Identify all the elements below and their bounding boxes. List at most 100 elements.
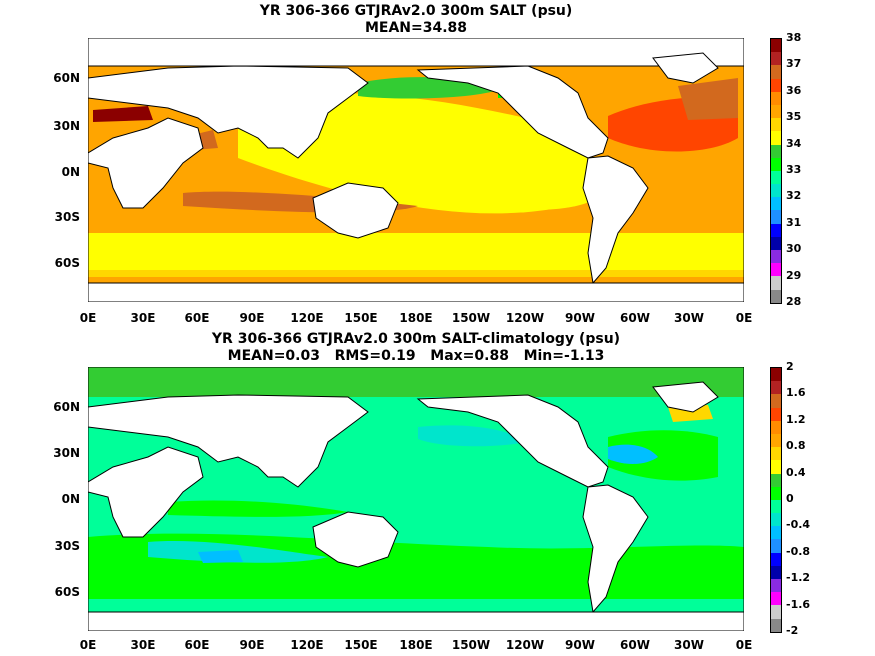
panel1-lat-0n: 0N — [61, 165, 80, 179]
panel1-lat-30s: 30S — [54, 210, 80, 224]
panel2-lon-label: 0E — [735, 638, 753, 652]
panel2-lon-label: 120E — [290, 638, 324, 652]
panel1-lon-label: 180E — [399, 311, 433, 325]
panel1-lat-60n: 60N — [53, 71, 80, 85]
antarctica — [88, 611, 744, 631]
africa — [88, 117, 204, 209]
colorbar-segment — [771, 552, 781, 566]
colorbar-segment — [771, 539, 781, 553]
panel1-lon-label: 90W — [565, 311, 595, 325]
colorbar-segment — [771, 276, 781, 290]
greenland — [652, 381, 719, 413]
colorbar-segment — [771, 513, 781, 527]
colorbar-label: -0.4 — [786, 518, 811, 532]
colorbar-label: -1.2 — [786, 571, 811, 585]
land — [88, 38, 744, 302]
indian-green — [168, 500, 348, 517]
panel2-lat-30s: 30S — [54, 539, 80, 553]
panel2-colorbar — [770, 367, 782, 633]
colorbar-segment — [771, 210, 781, 224]
colorbar-label: 33 — [786, 163, 802, 176]
colorbar-segment — [771, 144, 781, 158]
panel2-lon-label: 180E — [399, 638, 433, 652]
panel1-lon-label: 60E — [184, 311, 210, 325]
panel1-lon-label: 0E — [735, 311, 753, 325]
colorbar-label: 28 — [786, 295, 802, 308]
panel2-lat-60s: 60S — [54, 585, 80, 599]
colorbar-segment — [771, 157, 781, 171]
southern-yellow-band — [88, 233, 744, 270]
mediterranean-red — [93, 106, 153, 122]
panel1-lon-label: 120E — [290, 311, 324, 325]
arctic-green — [88, 367, 744, 397]
colorbar-label: -2 — [786, 624, 799, 637]
colorbar-label: 2 — [786, 360, 794, 373]
panel2-map-svg — [88, 367, 744, 631]
colorbar-segment — [771, 289, 781, 303]
panel1-subtitle: MEAN=34.88 — [364, 20, 468, 36]
colorbar-segment — [771, 592, 781, 606]
panel1-colorbar — [770, 38, 782, 304]
colorbar-label: 32 — [786, 189, 802, 203]
panel2-lon-label: 30E — [130, 638, 156, 652]
panel2-lon-label: 90E — [239, 638, 265, 652]
colorbar-segment — [771, 236, 781, 250]
colorbar-label: 38 — [786, 31, 802, 44]
panel2-lat-0n: 0N — [61, 492, 80, 506]
colorbar-label: 29 — [786, 268, 802, 282]
colorbar-label: 36 — [786, 83, 802, 97]
panel2-lat-60n: 60N — [53, 400, 80, 414]
panel1-map-svg — [88, 38, 744, 302]
panel1-lon-label: 150W — [451, 311, 491, 325]
colorbar-segment — [771, 250, 781, 264]
colorbar-label: 31 — [786, 215, 802, 229]
colorbar-segment — [771, 91, 781, 105]
greenland — [652, 52, 719, 84]
colorbar-segment — [771, 460, 781, 474]
land — [88, 381, 744, 631]
australia — [312, 511, 399, 568]
panel2-lon-label: 120W — [505, 638, 545, 652]
colorbar-label: 35 — [786, 110, 802, 124]
panel1-lon-label: 60W — [620, 311, 650, 325]
colorbar-label: 1.6 — [786, 386, 806, 400]
panel2-map — [88, 367, 744, 631]
colorbar-label: 30 — [786, 242, 802, 256]
colorbar-segment — [771, 579, 781, 593]
panel2-lat-30n: 30N — [53, 446, 80, 460]
panel1-lon-label: 90E — [239, 311, 265, 325]
africa — [88, 446, 204, 538]
north-atlantic-brown — [678, 78, 738, 120]
panel2-subtitle: MEAN=0.03 RMS=0.19 Max=0.88 Min=-1.13 — [227, 348, 605, 364]
colorbar-segment — [771, 433, 781, 448]
colorbar-segment — [771, 39, 781, 53]
panel2-lon-label: 150E — [344, 638, 378, 652]
panel2-lon-label: 60W — [620, 638, 650, 652]
colorbar-segment — [771, 499, 781, 514]
colorbar-label: 1.2 — [786, 412, 806, 426]
colorbar-segment — [771, 526, 781, 540]
pacific-equatorial-yellow — [388, 154, 608, 210]
colorbar-segment — [771, 65, 781, 79]
colorbar-label: -0.8 — [786, 544, 811, 558]
colorbar-segment — [771, 420, 781, 434]
panel1-lat-30n: 30N — [53, 119, 80, 133]
colorbar-segment — [771, 118, 781, 132]
panel2-lon-label: 0E — [79, 638, 97, 652]
south-america — [582, 155, 649, 285]
panel1-lon-label: 0E — [79, 311, 97, 325]
colorbar-label: 0.8 — [786, 439, 806, 453]
colorbar-segment — [771, 52, 781, 66]
panel1-lon-label: 120W — [505, 311, 545, 325]
panel2-lon-label: 90W — [565, 638, 595, 652]
panel2-lon-label: 30W — [674, 638, 704, 652]
southern-gold-band — [88, 270, 744, 277]
colorbar-segment — [771, 381, 781, 395]
south-america — [582, 484, 649, 614]
panel1-title: YR 306-366 GTJRAv2.0 300m SALT (psu) — [259, 3, 573, 19]
colorbar-label: 0 — [786, 492, 794, 505]
south-indian-blue — [198, 550, 243, 563]
north-atlantic-green — [608, 430, 718, 481]
colorbar-segment — [771, 104, 781, 119]
colorbar-segment — [771, 263, 781, 277]
